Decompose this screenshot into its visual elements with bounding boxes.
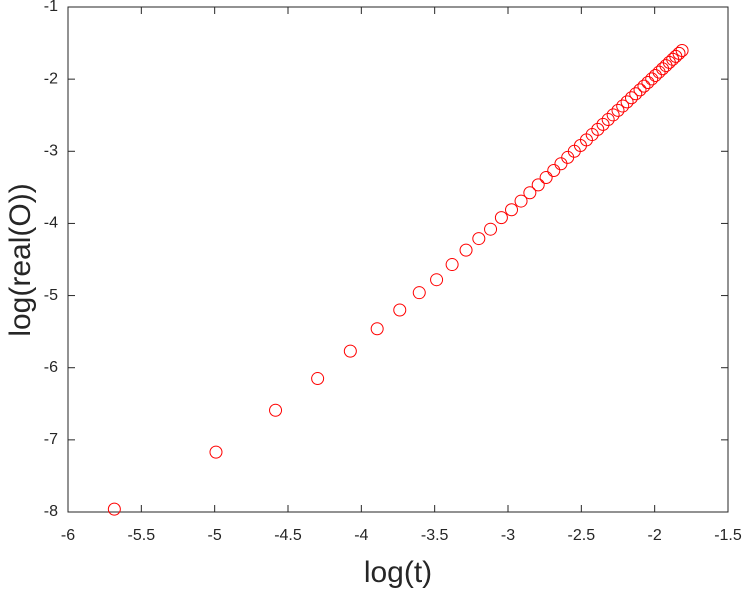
- y-axis-label: log(real(O)): [4, 183, 37, 336]
- marker: [624, 91, 638, 105]
- marker: [675, 44, 689, 58]
- x-tick-label: -5: [208, 527, 222, 544]
- plot-box: [67, 6, 729, 513]
- marker: [633, 83, 647, 97]
- marker: [107, 502, 121, 516]
- marker: [343, 344, 357, 358]
- marker: [645, 72, 659, 86]
- marker: [611, 103, 625, 117]
- marker: [445, 258, 459, 272]
- marker: [616, 99, 630, 113]
- y-tick-label: -1: [44, 0, 58, 15]
- x-tick-label: -4: [354, 527, 368, 544]
- y-tick-label: -8: [44, 503, 58, 520]
- x-tick-label: -3.5: [421, 527, 449, 544]
- x-axis-label: log(t): [364, 556, 432, 589]
- marker: [393, 303, 407, 317]
- marker: [430, 273, 444, 287]
- x-tick-label: -5.5: [128, 527, 156, 544]
- x-tick-label: -4.5: [274, 527, 302, 544]
- y-tick-label: -2: [44, 70, 58, 87]
- marker: [472, 232, 486, 246]
- marker: [620, 95, 634, 109]
- marker: [547, 163, 561, 177]
- x-tick-label: -2: [648, 527, 662, 544]
- x-tick-label: -3: [501, 527, 515, 544]
- marker: [531, 178, 545, 192]
- marker: [269, 403, 283, 417]
- y-tick-label: -5: [44, 287, 58, 304]
- marker: [370, 322, 384, 336]
- marker: [601, 113, 615, 127]
- marker: [311, 372, 325, 386]
- marker: [209, 445, 223, 459]
- marker: [672, 46, 686, 60]
- marker: [459, 243, 473, 257]
- marker: [484, 222, 498, 236]
- marker: [629, 87, 643, 101]
- marker: [606, 108, 620, 122]
- marker: [648, 68, 662, 82]
- marker: [591, 122, 605, 136]
- marker: [641, 76, 655, 90]
- marker: [505, 203, 519, 217]
- x-tick-label: -1.5: [714, 527, 742, 544]
- x-tick-label: -2.5: [568, 527, 596, 544]
- y-tick-label: -3: [44, 143, 58, 160]
- marker: [494, 211, 508, 225]
- marker: [637, 79, 651, 93]
- y-tick-label: -7: [44, 431, 58, 448]
- marker: [514, 194, 528, 208]
- y-tick-label: -6: [44, 359, 58, 376]
- y-tick-label: -4: [44, 215, 58, 232]
- x-tick-label: -6: [61, 527, 75, 544]
- marker: [412, 286, 426, 300]
- marker: [539, 171, 553, 185]
- marker: [652, 65, 666, 79]
- marker: [523, 186, 537, 200]
- marker: [596, 117, 610, 131]
